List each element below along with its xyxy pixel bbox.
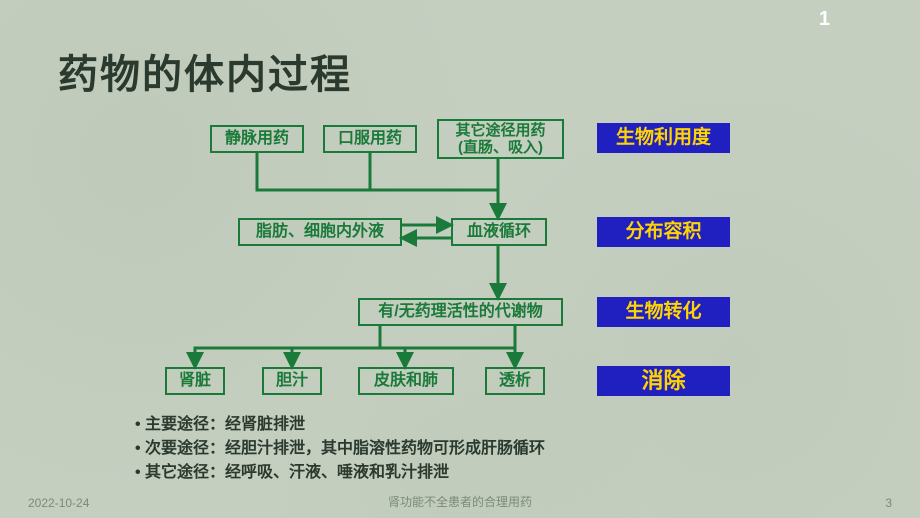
slide-title: 药物的体内过程	[58, 42, 352, 100]
bullet-item: 次要途径：经胆汁排泄，其中脂溶性药物可形成肝肠循环	[135, 437, 545, 461]
bullet-list: 主要途径：经肾脏排泄次要途径：经胆汁排泄，其中脂溶性药物可形成肝肠循环其它途径：…	[135, 413, 545, 485]
node-elim: 消除	[597, 366, 730, 396]
bullet-item: 主要途径：经肾脏排泄	[135, 413, 545, 437]
footer-title: 肾功能不全患者的合理用药	[388, 493, 532, 510]
node-bile: 胆汁	[262, 367, 322, 395]
node-dial: 透析	[485, 367, 545, 395]
node-oral: 口服用药	[323, 125, 417, 153]
node-biotr: 生物转化	[597, 297, 730, 327]
node-iv: 静脉用药	[210, 125, 304, 153]
footer-page: 3	[885, 496, 892, 510]
node-vol: 分布容积	[597, 217, 730, 247]
bullet-item: 其它途径：经呼吸、汗液、唾液和乳汁排泄	[135, 461, 545, 485]
page-number: 1	[819, 8, 830, 31]
node-skin: 皮肤和肺	[358, 367, 454, 395]
node-bio: 生物利用度	[597, 123, 730, 153]
node-fat: 脂肪、细胞内外液	[238, 218, 402, 246]
node-other: 其它途径用药(直肠、吸入)	[437, 119, 564, 159]
node-metab: 有/无药理活性的代谢物	[358, 298, 563, 326]
node-blood: 血液循环	[451, 218, 547, 246]
node-kidney: 肾脏	[165, 367, 225, 395]
footer-date: 2022-10-24	[28, 496, 89, 510]
